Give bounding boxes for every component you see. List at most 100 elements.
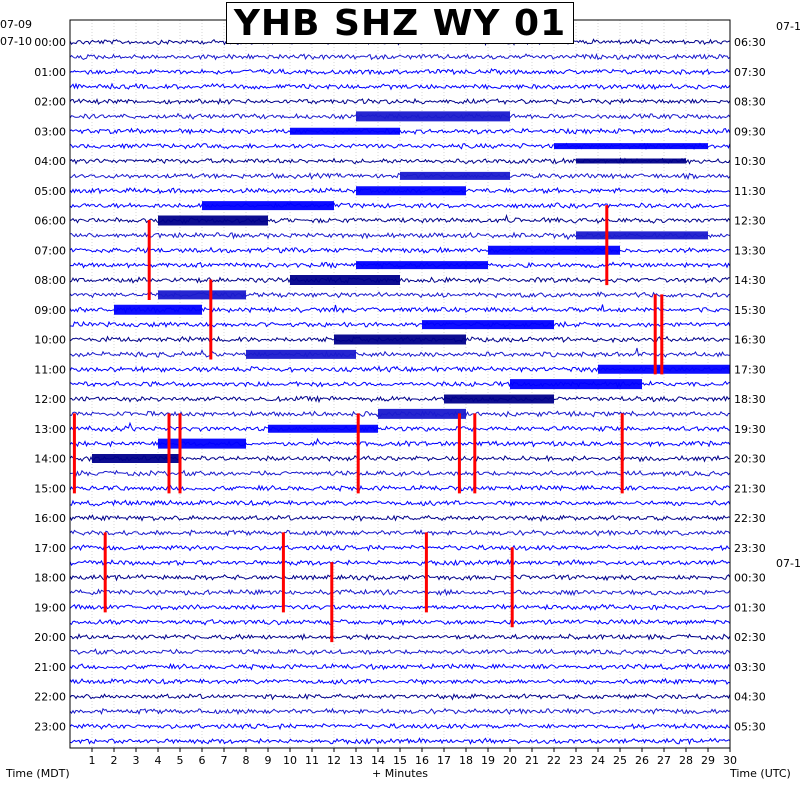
- event-marker: [660, 294, 664, 375]
- trace-row: [69, 544, 731, 552]
- trace-row: [69, 395, 731, 404]
- x-tick-label: 25: [613, 754, 627, 767]
- left-date-start: 07-10: [0, 35, 32, 48]
- hour-label-right: 10:30: [734, 155, 766, 168]
- x-tick-label: 11: [305, 754, 319, 767]
- trace-row: [69, 648, 731, 656]
- hour-label-right: 18:30: [734, 393, 766, 406]
- wave-packet: [158, 438, 246, 449]
- y-axis-labels: 00:00 01:00 02:00 03:00 04:00 05:00 06:00 07:00…: [34, 36, 765, 733]
- wave-packet: [598, 364, 730, 374]
- hour-label-left: 16:00: [34, 512, 66, 525]
- wave-packet: [268, 424, 378, 433]
- wave-packet: [356, 186, 466, 196]
- hour-label-left: 10:00: [34, 334, 66, 347]
- wave-packet: [290, 127, 400, 135]
- hour-label-left: 12:00: [34, 393, 66, 406]
- wave-packet: [444, 394, 554, 404]
- x-tick-label: 24: [591, 754, 605, 767]
- trace-row: [69, 52, 731, 61]
- hour-label-left: 11:00: [34, 363, 66, 376]
- x-tick-label: 30: [723, 754, 737, 767]
- hour-label-right: 06:30: [734, 36, 766, 49]
- x-tick-label: 6: [199, 754, 206, 767]
- x-tick-label: 18: [459, 754, 473, 767]
- hour-label-left: 22:00: [34, 691, 66, 704]
- wave-packet: [400, 171, 510, 180]
- event-marker: [281, 532, 285, 613]
- trace-row: [69, 737, 731, 746]
- wave-packet: [356, 261, 488, 270]
- wave-packet: [114, 304, 202, 315]
- hour-label-left: 05:00: [34, 185, 66, 198]
- x-tick-label: 14: [371, 754, 385, 767]
- trace-row: [69, 722, 731, 731]
- hour-label-right: 07:30: [734, 66, 766, 79]
- wave-packet: [158, 215, 268, 226]
- x-tick-label: 4: [155, 754, 162, 767]
- hour-label-right: 03:30: [734, 661, 766, 674]
- trace-row: [69, 707, 731, 716]
- trace-row: [69, 202, 731, 210]
- hour-label-right: 20:30: [734, 453, 766, 466]
- wave-packet: [576, 231, 708, 240]
- trace-row: [69, 82, 731, 91]
- event-marker: [653, 294, 657, 375]
- hour-label-right: 00:30: [734, 572, 766, 585]
- event-marker: [473, 413, 477, 494]
- hour-label-right: 17:30: [734, 363, 766, 376]
- wave-packet: [576, 158, 686, 164]
- hour-label-left: 14:00: [34, 453, 66, 466]
- chart-title: YHB SHZ WY 01: [233, 2, 567, 44]
- wave-packet: [92, 454, 180, 463]
- hour-label-right: 14:30: [734, 274, 766, 287]
- left-axis-label: Time (MDT): [6, 767, 70, 780]
- hour-label-left: 04:00: [34, 155, 66, 168]
- x-tick-label: 9: [265, 754, 272, 767]
- wave-packet: [488, 245, 620, 255]
- hour-label-right: 05:30: [734, 720, 766, 733]
- event-marker: [209, 279, 213, 360]
- hour-label-left: 13:00: [34, 423, 66, 436]
- hour-label-right: 11:30: [734, 185, 766, 198]
- x-tick-label: 22: [547, 754, 561, 767]
- x-tick-label: 16: [415, 754, 429, 767]
- hour-label-right: 19:30: [734, 423, 766, 436]
- hour-label-left: 15:00: [34, 482, 66, 495]
- event-marker: [103, 532, 107, 613]
- x-tick-label: 27: [657, 754, 671, 767]
- x-tick-label: 21: [525, 754, 539, 767]
- wave-packet: [422, 320, 554, 330]
- event-marker: [620, 413, 624, 494]
- x-tick-label: 20: [503, 754, 517, 767]
- title-box: YHB SHZ WY 01: [226, 2, 574, 44]
- event-marker: [167, 413, 171, 494]
- hour-label-right: 15:30: [734, 304, 766, 317]
- wave-packet: [554, 143, 708, 150]
- x-tick-label: 8: [243, 754, 250, 767]
- trace-row: [69, 347, 730, 358]
- hour-label-left: 03:00: [34, 125, 66, 138]
- x-tick-label: 19: [481, 754, 495, 767]
- trace-row: [69, 499, 731, 507]
- trace-row: [69, 618, 731, 627]
- x-tick-label: 3: [133, 754, 140, 767]
- trace-row: [69, 558, 731, 567]
- hour-label-left: 17:00: [34, 542, 66, 555]
- wave-packet: [158, 290, 246, 300]
- x-tick-label: 13: [349, 754, 363, 767]
- event-marker: [356, 413, 360, 494]
- hour-label-left: 18:00: [34, 572, 66, 585]
- hour-label-left: 19:00: [34, 601, 66, 614]
- wave-packet: [378, 408, 466, 419]
- hour-label-left: 08:00: [34, 274, 66, 287]
- trace-row: [69, 633, 731, 641]
- hour-label-right: 04:30: [734, 691, 766, 704]
- x-tick-label: 5: [177, 754, 184, 767]
- trace-row: [69, 677, 731, 686]
- wave-packet: [356, 111, 510, 122]
- x-tick-label: 29: [701, 754, 715, 767]
- hour-label-right: 09:30: [734, 125, 766, 138]
- hour-label-left: 23:00: [34, 720, 66, 733]
